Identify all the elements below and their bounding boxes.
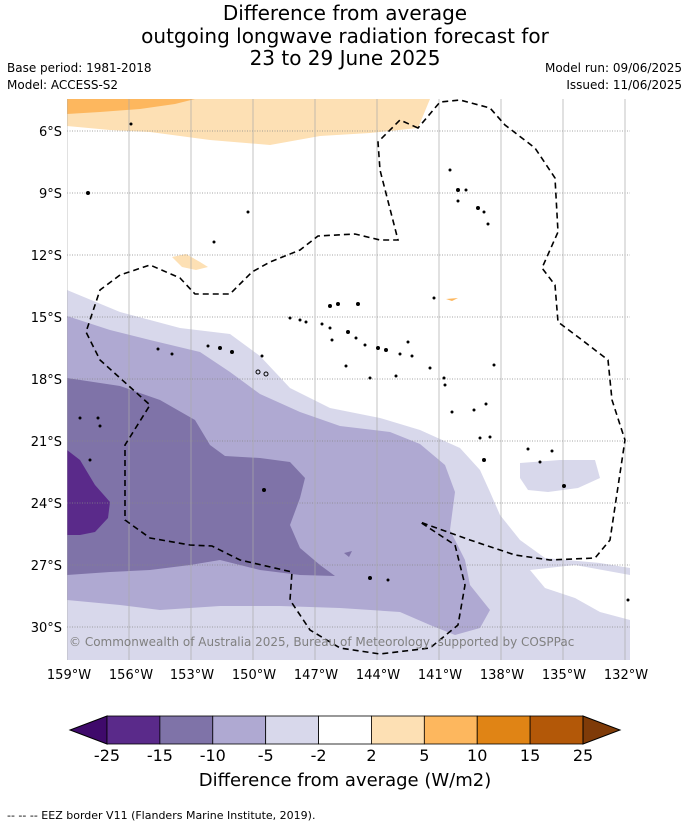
lon-label: 147°W [294, 668, 338, 683]
lon-label: 144°W [356, 668, 400, 683]
lat-label: 24°S [31, 497, 62, 512]
latitude-labels: 6°S 9°S 12°S 15°S 18°S 21°S 24°S 27°S 30… [31, 125, 62, 636]
strong-negative-patch [344, 551, 352, 557]
colorbar-segment [476, 715, 531, 745]
title-line-2: outgoing longwave radiation forecast for [141, 23, 549, 48]
lat-label: 9°S [39, 187, 62, 202]
lat-label: 12°S [31, 249, 62, 264]
colorbar-tick-label: 15 [520, 746, 540, 765]
lat-label: 30°S [31, 621, 62, 636]
colorbar-tick-label: 25 [573, 746, 593, 765]
very-strong-negative-region [67, 450, 110, 535]
colorbar-tick-label: 2 [366, 746, 376, 765]
neutral-streak [530, 565, 630, 620]
colorbar-extend-high [582, 715, 622, 745]
eez-border-main [85, 99, 626, 655]
forecast-map: © Commonwealth of Australia 2025, Bureau… [31, 99, 648, 683]
colorbar-segment [212, 715, 267, 745]
islands [78, 122, 630, 602]
model-name: Model: ACCESS-S2 [7, 78, 119, 92]
map-title: Difference from average outgoing longwav… [0, 2, 690, 70]
base-period: Base period: 1981-2018 [7, 61, 152, 75]
colorbar-segment [529, 715, 584, 745]
colorbar-tick-label: -25 [94, 746, 120, 765]
tiny-positive-patch [446, 298, 458, 301]
meta-right: Model run: 09/06/2025 Issued: 11/06/2025 [545, 60, 682, 94]
small-positive-patch [172, 254, 208, 270]
colorbar-tick-label: -15 [147, 746, 173, 765]
colorbar-segment [159, 715, 214, 745]
lon-label: 132°W [604, 668, 648, 683]
colorbar-segment [106, 715, 161, 745]
positive-anomaly-region [67, 99, 430, 145]
lon-label: 159°W [47, 668, 91, 683]
eez-footnote: -- -- -- EEZ border V11 (Flanders Marine… [7, 809, 316, 822]
lon-label: 141°W [418, 668, 462, 683]
lat-label: 6°S [39, 125, 62, 140]
model-run: Model run: 09/06/2025 [544, 61, 682, 75]
colorbar-segments [68, 715, 622, 745]
meta-left: Base period: 1981-2018 Model: ACCESS-S2 [7, 60, 152, 94]
colorbar-segment [318, 715, 372, 745]
meridians [67, 99, 626, 660]
title-line-1: Difference from average [222, 1, 468, 25]
colorbar-tick-label: -5 [258, 746, 274, 765]
longitude-labels: 159°W 156°W 153°W 150°W 147°W 144°W 141°… [47, 668, 648, 683]
colorbar-ticks: -25 -15 -10 -5 -2 2 5 10 15 25 [94, 746, 593, 765]
colorbar-segment [265, 715, 319, 745]
colorbar: -25 -15 -10 -5 -2 2 5 10 15 25 [68, 715, 622, 765]
colorbar-segment [423, 715, 478, 745]
strong-positive-anomaly-region [67, 99, 195, 114]
anomaly-contours [67, 99, 630, 660]
colorbar-segment [371, 715, 425, 745]
lon-label: 150°W [232, 668, 276, 683]
lon-label: 135°W [542, 668, 586, 683]
colorbar-extend-low [68, 715, 108, 745]
colorbar-tick-label: 10 [467, 746, 487, 765]
issued-date: Issued: 11/06/2025 [566, 78, 682, 92]
copyright-notice: © Commonwealth of Australia 2025, Bureau… [69, 635, 574, 649]
lat-label: 27°S [31, 559, 62, 574]
colorbar-tick-label: -10 [200, 746, 226, 765]
lon-label: 153°W [170, 668, 214, 683]
colorbar-label: Difference from average (W/m2) [198, 770, 492, 791]
lat-label: 18°S [31, 373, 62, 388]
lon-label: 138°W [480, 668, 524, 683]
lon-label: 156°W [109, 668, 153, 683]
title-line-3: 23 to 29 June 2025 [249, 46, 441, 70]
light-negative-patch-east [520, 460, 600, 492]
lat-label: 21°S [31, 435, 62, 450]
lat-label: 15°S [31, 311, 62, 326]
colorbar-tick-label: -2 [311, 746, 327, 765]
colorbar-tick-label: 5 [419, 746, 429, 765]
